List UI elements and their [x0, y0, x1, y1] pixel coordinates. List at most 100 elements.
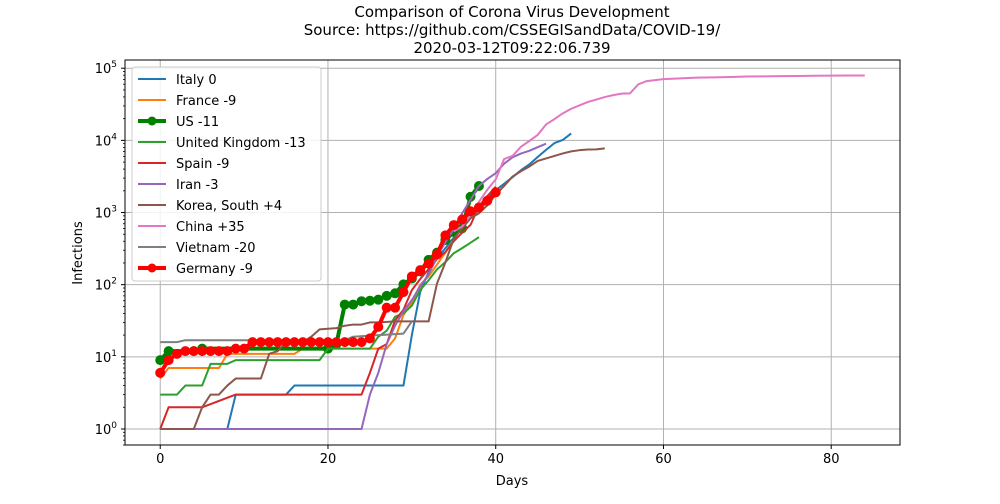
series-point [297, 337, 308, 348]
legend-label: Germany -9 [176, 262, 253, 277]
legend-entry: Iran -3 [138, 178, 218, 193]
series-point [440, 230, 451, 241]
series-line [160, 147, 605, 430]
series-4 [159, 186, 497, 430]
series-point [473, 202, 484, 213]
y-tick-label: 101 [95, 349, 117, 366]
series-point [197, 346, 208, 357]
x-tick-label: 60 [655, 452, 672, 467]
series-point [490, 187, 501, 198]
series-point [339, 337, 350, 348]
y-tick-label: 104 [95, 132, 118, 149]
legend-label: Vietnam -20 [176, 241, 256, 256]
series-point [264, 337, 275, 348]
y-tick-label: 103 [95, 205, 117, 222]
legend-label: France -9 [176, 94, 236, 109]
series-9 [155, 187, 501, 378]
x-tick-label: 0 [156, 452, 164, 467]
series-point [406, 271, 417, 282]
series-point [155, 355, 166, 366]
legend-entry: US -11 [138, 115, 219, 130]
x-tick-label: 80 [823, 452, 840, 467]
series-line [453, 74, 865, 233]
series-point [457, 214, 468, 225]
series-point [322, 337, 333, 348]
series-6 [160, 147, 605, 430]
x-axis-label: Days [496, 474, 529, 489]
chart-title-line-3: 2020-03-12T09:22:06.739 [413, 39, 610, 57]
series-point [230, 343, 241, 354]
y-tick-label: 102 [95, 277, 117, 294]
legend-entry: Spain -9 [138, 157, 229, 172]
series-point [356, 337, 367, 348]
series-line [159, 186, 497, 430]
series-point [465, 206, 476, 217]
legend-label: Spain -9 [176, 157, 229, 172]
series-point [188, 346, 199, 357]
legend: Italy 0 France -9 US -11 United Kingdom -13… [131, 66, 322, 282]
legend-label: United Kingdom -13 [176, 136, 306, 151]
plot-frame [124, 59, 901, 446]
legend-entry: Germany -9 [138, 262, 253, 277]
chart-title-line-1: Comparison of Corona Virus Development [354, 3, 669, 21]
y-axis-label: Infections [71, 221, 86, 285]
series-point [163, 346, 174, 357]
series-line [160, 236, 480, 396]
series-point [432, 249, 443, 260]
legend-marker [147, 263, 157, 273]
legend-box [131, 66, 322, 282]
legend-label: US -11 [176, 115, 219, 130]
series-point [390, 302, 401, 313]
series-point [272, 337, 283, 348]
series-point [482, 195, 493, 206]
series-point [390, 288, 401, 299]
series-point [281, 337, 292, 348]
series-point [255, 337, 266, 348]
series-point [381, 290, 392, 301]
legend-entry: China +35 [138, 220, 245, 235]
legend-label: China +35 [176, 220, 245, 235]
chart-title: Comparison of Corona Virus Development S… [304, 3, 721, 57]
series-point [289, 337, 300, 348]
series-point [155, 367, 166, 378]
series-point [339, 299, 350, 310]
series-point [222, 346, 233, 357]
series-lines [155, 74, 865, 430]
series-point [172, 348, 183, 359]
y-axis: 100 101 102 103 104 105 [95, 60, 125, 446]
series-point [180, 346, 191, 357]
series-7 [453, 74, 865, 233]
series-point [205, 346, 216, 357]
legend-entry: United Kingdom -13 [138, 136, 306, 151]
series-point [314, 337, 325, 348]
series-point [331, 337, 342, 348]
series-point [381, 302, 392, 313]
series-point [448, 220, 459, 231]
series-point [398, 287, 409, 298]
x-tick-label: 20 [320, 452, 337, 467]
x-axis: 0 20 40 60 80 [156, 445, 839, 467]
series-point [356, 296, 367, 307]
series-point [163, 355, 174, 366]
series-point [348, 337, 359, 348]
series-point [247, 337, 258, 348]
legend-entry: Vietnam -20 [138, 241, 256, 256]
series-point [213, 346, 224, 357]
legend-entry: Italy 0 [138, 73, 217, 88]
legend-marker [147, 116, 157, 126]
legend-label: Iran -3 [176, 178, 218, 193]
series-point [239, 343, 250, 354]
y-tick-label: 105 [95, 60, 117, 77]
series-3 [160, 236, 480, 396]
series-point [423, 258, 434, 269]
series-point [306, 337, 317, 348]
legend-label: Korea, South +4 [176, 199, 282, 214]
series-point [373, 321, 384, 332]
series-point [348, 299, 359, 310]
chart-title-line-2: Source: https://github.com/CSSEGISandDat… [304, 21, 721, 39]
legend-entry: Korea, South +4 [138, 199, 282, 214]
series-point [415, 265, 426, 276]
legend-entry: France -9 [138, 94, 236, 109]
y-tick-label: 100 [95, 421, 118, 438]
